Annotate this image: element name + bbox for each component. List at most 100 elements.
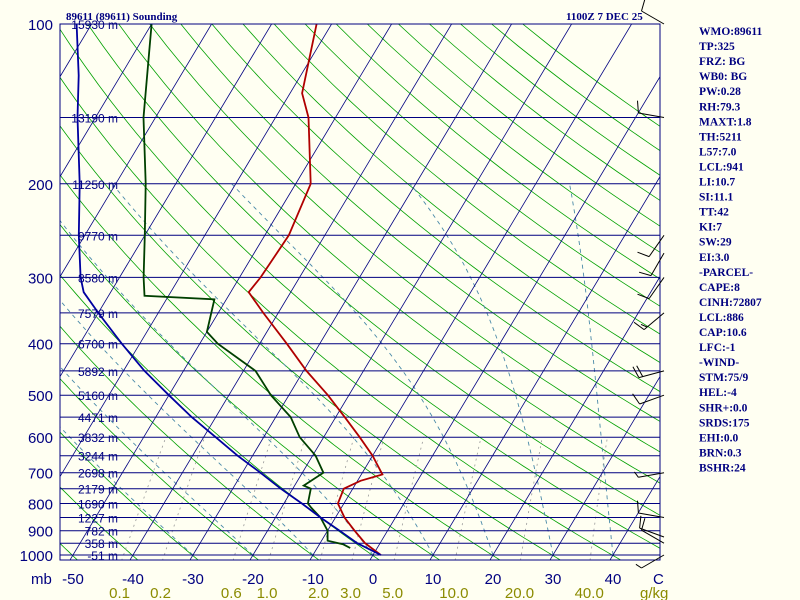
dry-adiabat: [180, 24, 660, 422]
wind-barb: [635, 554, 665, 569]
index-line: KI:7: [699, 222, 722, 234]
temperature-unit-label: C: [653, 571, 664, 588]
isotherm: [60, 24, 213, 278]
index-line: SI:11.1: [699, 192, 733, 204]
temperature-tick-label: 30: [545, 571, 562, 588]
index-line: CINH:72807: [699, 297, 762, 309]
pressure-tick-label: 100: [28, 17, 53, 34]
height-label: 15930 m: [71, 18, 118, 32]
pressure-unit-label: mb: [31, 571, 52, 588]
isotherm: [489, 275, 660, 560]
dry-adiabat: [60, 76, 622, 560]
dry-adiabat: [118, 24, 660, 484]
dry-adiabat: [60, 224, 441, 560]
index-line: TP:325: [699, 41, 735, 53]
wind-barb: [632, 365, 665, 379]
isotherm: [129, 24, 453, 560]
height-label: -51 m: [87, 549, 118, 563]
mixing-ratio-line: [589, 437, 608, 560]
moist-adiabat: [231, 183, 494, 556]
index-line: SW:29: [699, 237, 732, 249]
index-line: WMO:89611: [699, 26, 762, 38]
height-label: 13190 m: [71, 112, 118, 126]
dry-adiabat: [273, 24, 660, 335]
isotherm: [249, 24, 573, 560]
mixing-ratio-tick-label: 2.0: [308, 585, 329, 600]
pressure-tick-label: 300: [28, 270, 53, 287]
mixing-ratio-line: [520, 437, 543, 560]
index-line: SHR+:0.0: [699, 402, 748, 414]
height-label: 358 m: [85, 537, 118, 551]
temperature-tick-label: -50: [62, 571, 84, 588]
index-line: WB0: BG: [699, 71, 747, 83]
dry-adiabat: [60, 486, 139, 560]
dry-adiabat: [60, 174, 501, 560]
moist-adiabat: [569, 183, 614, 556]
pressure-tick-label: 900: [28, 524, 53, 541]
index-line: LCL:886: [699, 312, 744, 324]
height-label: 4471 m: [78, 411, 118, 425]
dewpoint-profile: [142, 24, 351, 549]
temperature-tick-label: -40: [122, 571, 144, 588]
index-line: RH:79.3: [699, 101, 740, 113]
wind-barb: [633, 312, 665, 331]
pressure-tick-label: 600: [28, 430, 53, 447]
isotherm: [549, 375, 660, 560]
height-label: 1227 m: [78, 512, 118, 526]
index-line: BSHR:24: [699, 462, 746, 474]
sounding-title: 89611 (89611) Sounding: [66, 11, 178, 23]
stability-indices-panel: WMO:89611 TP:325 FRZ: BG WB0: BG PW:0.28 RH:7…: [699, 26, 762, 474]
dry-adiabat: [211, 24, 660, 393]
height-label: 5892 m: [78, 365, 118, 379]
dry-adiabat: [304, 24, 660, 307]
wind-barb: [637, 100, 665, 118]
wind-barb: [638, 252, 665, 277]
index-line: BRN:0.3: [699, 447, 742, 459]
mixing-ratio-tick-label: 0.2: [150, 585, 171, 600]
wind-barb: [633, 471, 665, 478]
index-line: HEL:-4: [699, 387, 737, 399]
height-label: 7579 m: [78, 307, 118, 321]
temperature-tick-label: 10: [425, 571, 442, 588]
mixing-ratio-tick-label: 3.0: [340, 585, 361, 600]
isotherm: [60, 24, 273, 378]
index-line: PW:0.28: [699, 86, 741, 98]
wind-barb: [639, 515, 665, 538]
height-label: 9770 m: [78, 229, 118, 243]
isotherm: [189, 24, 513, 560]
index-line: SRDS:175: [699, 417, 750, 429]
temperature-tick-label: -20: [242, 571, 264, 588]
index-line: TT:42: [699, 207, 729, 219]
wind-profile: [632, 0, 665, 569]
temperature-tick-label: 0: [369, 571, 377, 588]
index-line: TH:5211: [699, 131, 742, 143]
wind-barb: [637, 500, 665, 518]
dry-adiabat: [367, 24, 660, 253]
isotherm: [69, 24, 393, 560]
pressure-tick-label: 700: [28, 466, 53, 483]
index-line: LFC:-1: [699, 342, 736, 354]
pressure-tick-label: 1000: [20, 548, 53, 565]
mixing-ratio-tick-label: 40.0: [575, 585, 604, 600]
temperature-tick-label: 20: [485, 571, 502, 588]
dry-adiabat: [149, 24, 660, 453]
mixing-ratio-line: [162, 437, 206, 560]
plot-frame: [59, 23, 661, 561]
pressure-tick-label: 500: [28, 388, 53, 405]
mixing-ratio-tick-label: 20.0: [505, 585, 534, 600]
moist-adiabat: [60, 366, 254, 556]
dry-adiabat: [60, 325, 320, 560]
wind-barb: [632, 393, 665, 405]
index-line: LI:10.7: [699, 177, 735, 189]
height-label: 782 m: [85, 525, 118, 539]
index-line: EHI:0.0: [699, 432, 739, 444]
wind-barb: [641, 0, 665, 25]
dry-adiabat: [60, 28, 660, 549]
height-label: 11250 m: [72, 178, 118, 192]
height-label: 5160 m: [78, 389, 118, 403]
height-label: 8580 m: [78, 271, 118, 285]
isotherm: [429, 175, 660, 560]
height-label: 2698 m: [78, 467, 118, 481]
